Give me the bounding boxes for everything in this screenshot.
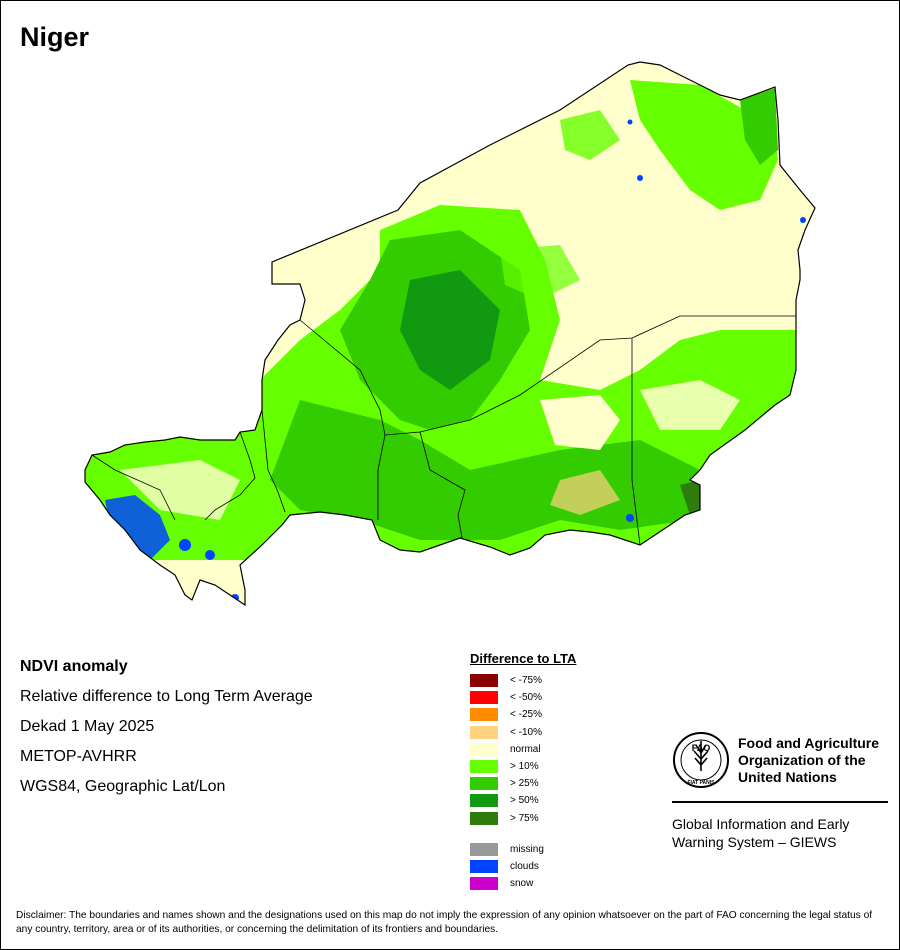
map-title: Niger: [20, 22, 90, 52]
product-period: Dekad 1 May 2025: [20, 718, 155, 735]
product-name: NDVI anomaly: [20, 658, 128, 675]
legend-item: < -25%: [470, 706, 576, 723]
legend-item: normal: [470, 741, 576, 758]
legend-label: clouds: [510, 860, 539, 872]
product-description: Relative difference to Long Term Average: [20, 688, 313, 705]
fao-name-line-3: United Nations: [738, 769, 837, 785]
legend-swatch: [470, 877, 498, 891]
fao-logo-letters: FAO: [692, 743, 711, 753]
legend-swatch: [470, 674, 498, 688]
product-projection: WGS84, Geographic Lat/Lon: [20, 778, 226, 795]
legend-swatch: [470, 760, 498, 774]
map-info: NDVI anomaly Relative difference to Long…: [20, 656, 313, 806]
legend-label: > 75%: [510, 812, 539, 824]
legend-label: snow: [510, 878, 534, 890]
legend-swatch: [470, 794, 498, 808]
legend-swatch: [470, 725, 498, 739]
legend-swatch: [470, 742, 498, 756]
legend-label: > 10%: [510, 761, 539, 773]
legend-item: < -75%: [470, 672, 576, 689]
legend: Difference to LTA < -75% < -50% < -25% < -1…: [470, 651, 576, 892]
fao-logo-motto: FIAT PANIS: [687, 780, 715, 786]
legend-extra-classes: missing clouds snow: [470, 841, 576, 893]
legend-item: > 10%: [470, 758, 576, 775]
legend-swatch: [470, 811, 498, 825]
legend-swatch: [470, 777, 498, 791]
legend-label: > 25%: [510, 778, 539, 790]
fao-name-line-2: Organization of the: [738, 752, 866, 768]
giews-line-1: Global Information and Early: [672, 816, 850, 832]
legend-item: snow: [470, 875, 576, 892]
legend-label: < -25%: [510, 709, 542, 721]
giews-line-2: Warning System – GIEWS: [672, 834, 837, 850]
legend-label: < -10%: [510, 726, 542, 738]
legend-label: > 50%: [510, 795, 539, 807]
legend-title: Difference to LTA: [470, 651, 577, 666]
legend-label: missing: [510, 843, 544, 855]
legend-spacer: [470, 827, 576, 841]
legend-item: < -50%: [470, 689, 576, 706]
fao-organization-name: Food and Agriculture Organization of the…: [738, 735, 879, 786]
fao-name-line-1: Food and Agriculture: [738, 735, 880, 751]
legend-item: > 25%: [470, 775, 576, 792]
legend-swatch: [470, 842, 498, 856]
legend-item: missing: [470, 841, 576, 858]
legend-label: < -50%: [510, 692, 542, 704]
fao-divider: [672, 801, 888, 803]
legend-item: clouds: [470, 858, 576, 875]
giews-name: Global Information and Early Warning Sys…: [672, 815, 849, 851]
fao-logo-icon: FAO FIAT PANIS: [673, 732, 729, 788]
legend-classes: < -75% < -50% < -25% < -10% normal > 10% > 25%…: [470, 672, 576, 827]
legend-swatch: [470, 691, 498, 705]
legend-item: > 50%: [470, 792, 576, 809]
niger-map: [84, 61, 816, 607]
legend-item: < -10%: [470, 724, 576, 741]
disclaimer: Disclaimer: The boundaries and names sho…: [16, 910, 873, 935]
legend-item: > 75%: [470, 810, 576, 827]
product-sensor: METOP-AVHRR: [20, 748, 137, 765]
legend-label: normal: [510, 743, 541, 755]
legend-label: < -75%: [510, 675, 542, 687]
legend-swatch: [470, 708, 498, 722]
legend-swatch: [470, 859, 498, 873]
